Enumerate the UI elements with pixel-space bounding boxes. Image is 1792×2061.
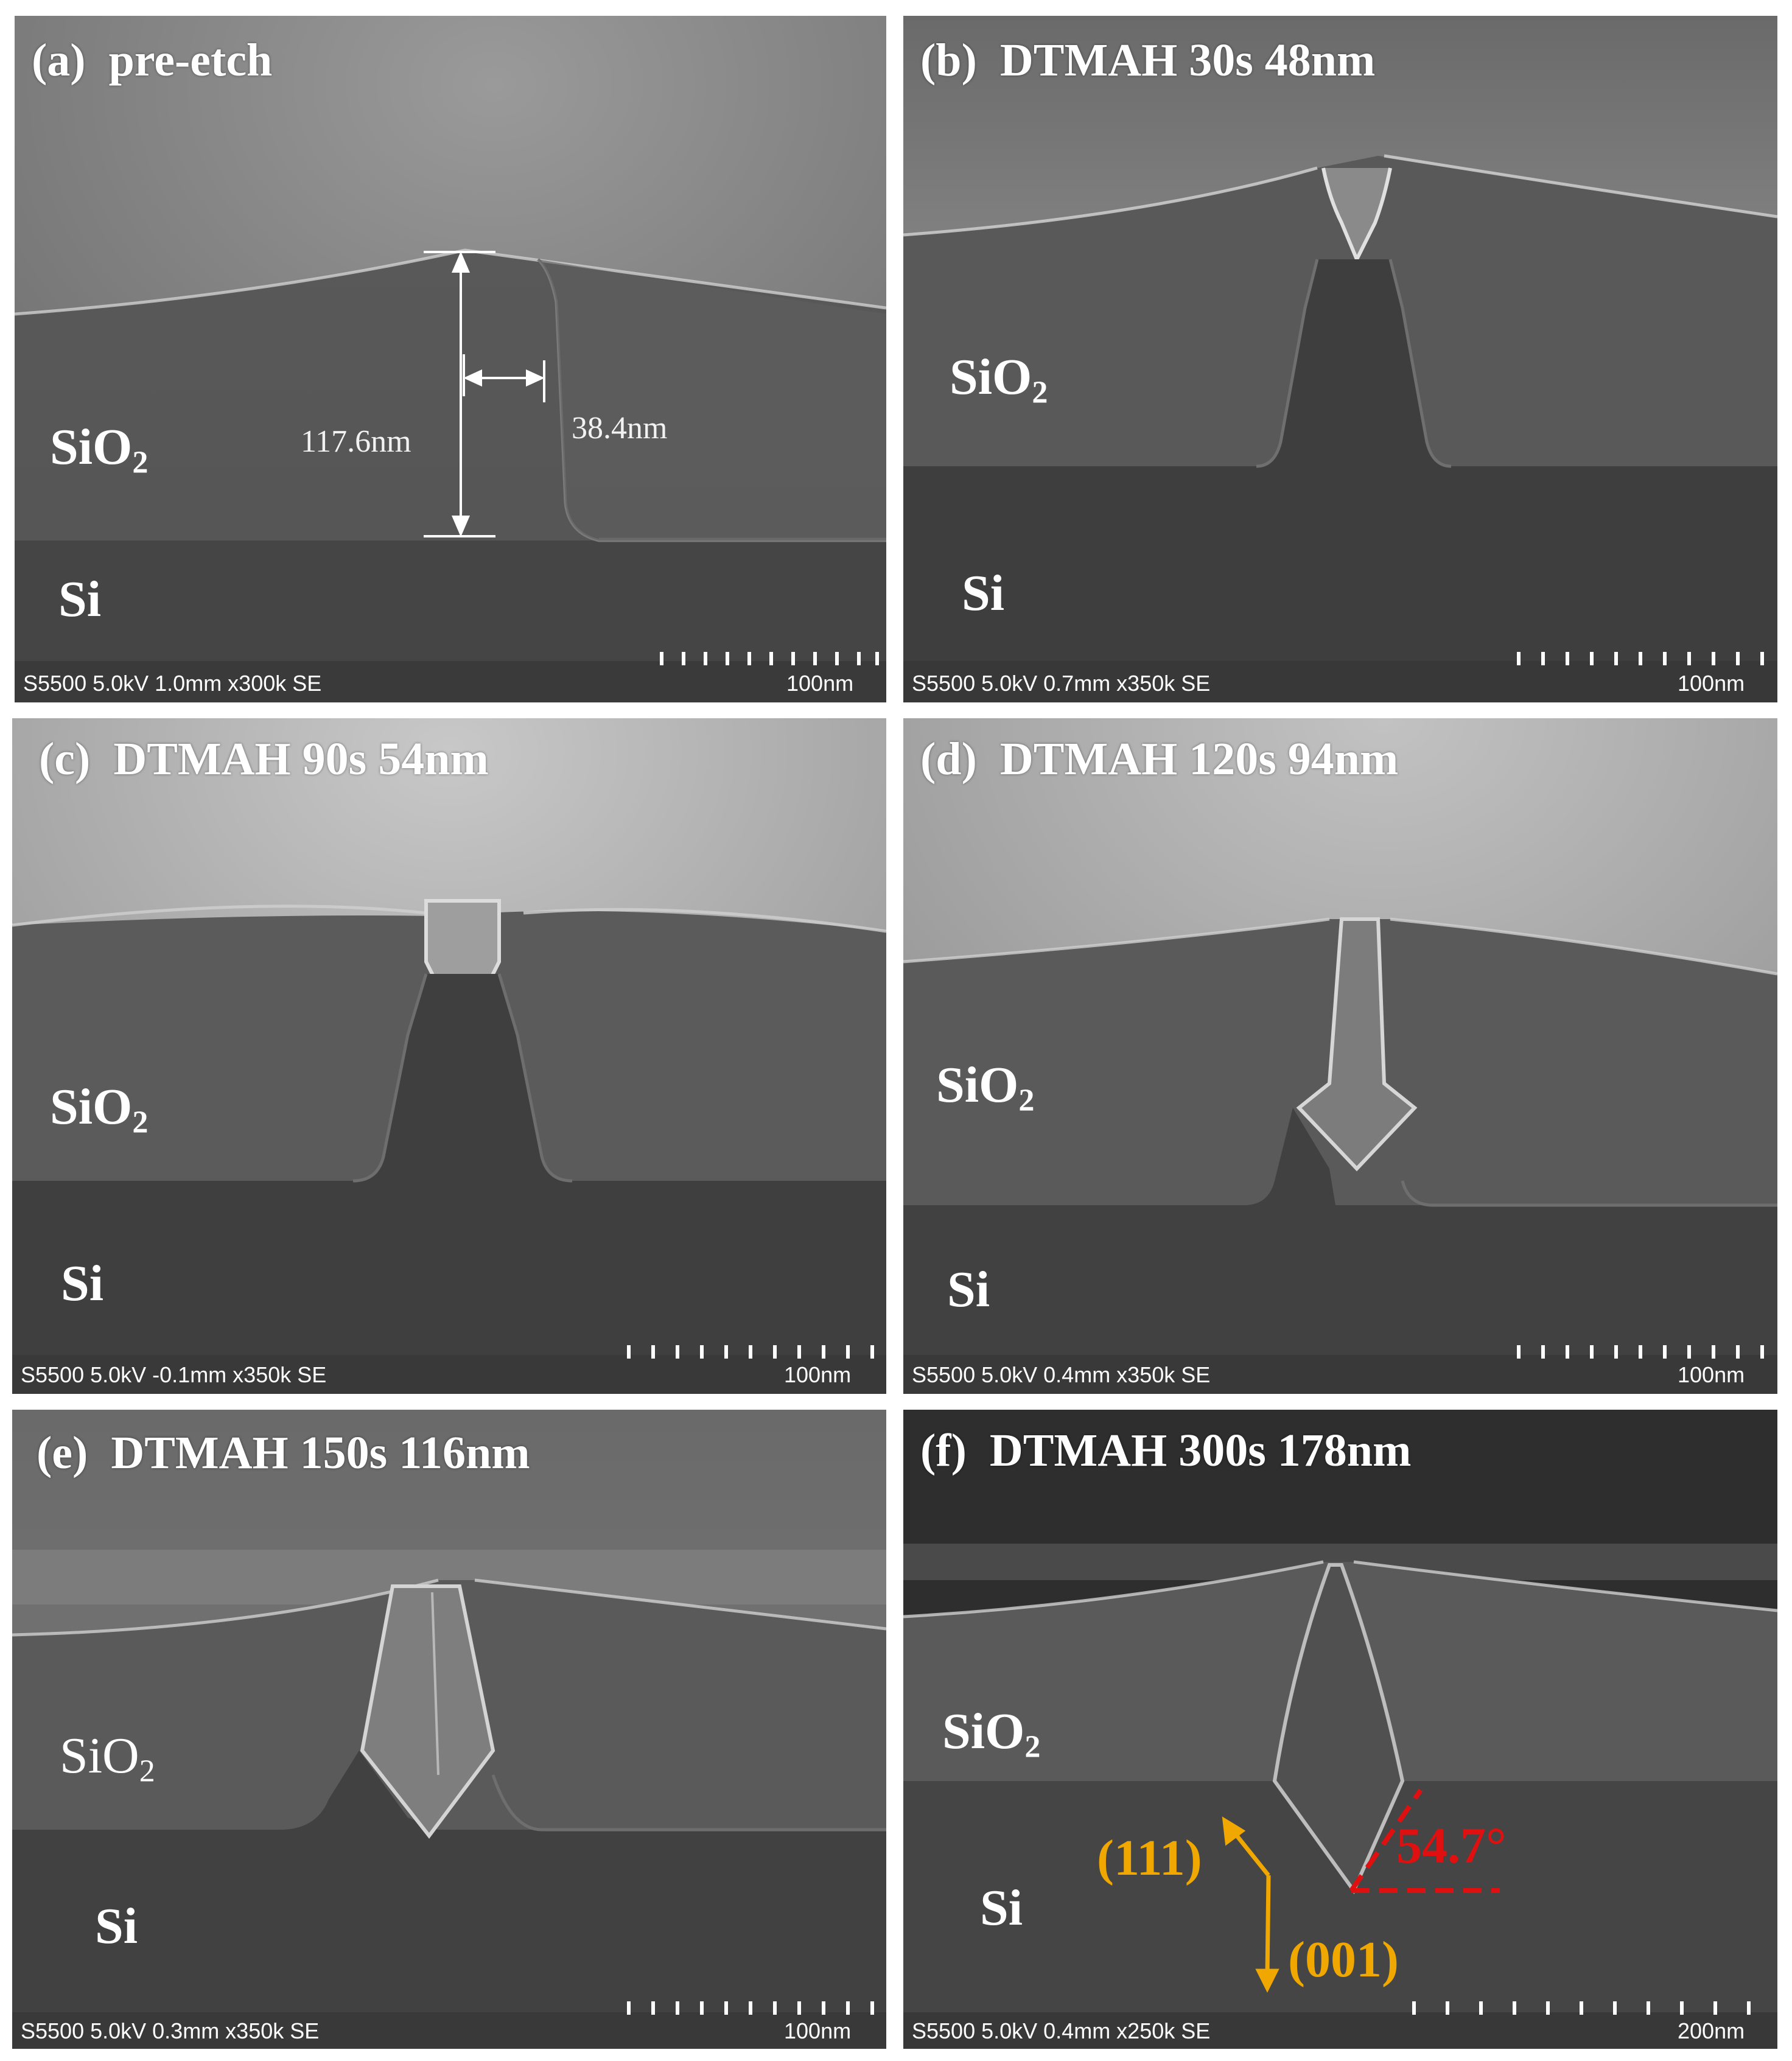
sio2-label-f: SiO2: [942, 1702, 1040, 1765]
scale-bar-a: [660, 652, 879, 665]
sio2-subscript: 2: [1032, 375, 1048, 410]
panel-f: (f) DTMAH 300s 178nm SiO2 Si (111) (001)…: [903, 1410, 1777, 2049]
sio2-subscript: 2: [132, 1105, 149, 1140]
sio2-label-d: SiO2: [936, 1055, 1034, 1119]
crystal-annotation-overlay: [1222, 1788, 1500, 1993]
height-measurement-a: 117.6nm: [301, 424, 411, 459]
sio2-text: SiO: [60, 1727, 139, 1784]
sem-image-d: [903, 718, 1777, 1394]
footer-info-b: S5500 5.0kV 0.7mm x350k SE: [912, 671, 1211, 696]
scale-bar-c: [627, 1345, 877, 1359]
sio2-subscript: 2: [139, 1754, 155, 1789]
sio2-label-a: SiO2: [50, 418, 148, 481]
sio2-label-e: SiO2: [60, 1726, 155, 1790]
sio2-subscript: 2: [1024, 1729, 1041, 1765]
sio2-subscript: 2: [132, 445, 149, 480]
si-label-f: Si: [980, 1880, 1023, 1936]
panel-c-title: (c) DTMAH 90s 54nm: [39, 733, 489, 785]
panel-e: (e) DTMAH 150s 116nm SiO2 Si S5500 5.0kV…: [12, 1410, 886, 2049]
direction-001-label: (001): [1288, 1931, 1399, 1988]
direction-111-label: (111): [1097, 1830, 1202, 1886]
panel-a-title: (a) pre-etch: [32, 35, 273, 86]
si-label-c: Si: [61, 1255, 104, 1312]
panel-d: (d) DTMAH 120s 94nm SiO2 Si S5500 5.0kV …: [903, 718, 1777, 1394]
footer-info-c: S5500 5.0kV -0.1mm x350k SE: [21, 1362, 327, 1387]
angle-label: 54.7°: [1396, 1818, 1507, 1874]
footer-info-f: S5500 5.0kV 0.4mm x250k SE: [912, 2018, 1211, 2043]
scale-bar-f: [1412, 2001, 1753, 2015]
sio2-text: SiO: [936, 1057, 1019, 1113]
scale-bar-b: [1517, 652, 1766, 665]
sio2-text: SiO: [942, 1703, 1025, 1760]
scale-label-d: 100nm: [1678, 1362, 1745, 1387]
footer-info-e: S5500 5.0kV 0.3mm x350k SE: [21, 2018, 320, 2043]
si-label-d: Si: [947, 1261, 990, 1318]
sem-image-e: [12, 1410, 886, 2049]
panel-e-title: (e) DTMAH 150s 116nm: [37, 1427, 530, 1478]
sem-image-c: [12, 718, 886, 1394]
scale-label-e: 100nm: [784, 2018, 852, 2043]
si-label-b: Si: [962, 565, 1005, 621]
scale-label-f: 200nm: [1678, 2018, 1745, 2043]
footer-info-a: S5500 5.0kV 1.0mm x300k SE: [23, 671, 322, 696]
sio2-text: SiO: [50, 1079, 133, 1135]
sio2-text: SiO: [50, 419, 133, 475]
sio2-label-c: SiO2: [50, 1077, 148, 1141]
panel-f-title: (f) DTMAH 300s 178nm: [920, 1425, 1412, 1476]
panel-a: (a) pre-etch SiO2 Si 117.6nm 38.4nm S550…: [15, 16, 886, 702]
sio2-subscript: 2: [1018, 1083, 1035, 1118]
footer-info-d: S5500 5.0kV 0.4mm x350k SE: [912, 1362, 1211, 1387]
scale-bar-e: [627, 2001, 877, 2015]
scale-label-b: 100nm: [1678, 671, 1745, 696]
scale-label-c: 100nm: [784, 1362, 852, 1387]
panel-b-title: (b) DTMAH 30s 48nm: [920, 35, 1376, 86]
scale-bar-d: [1517, 1345, 1766, 1359]
measurement-overlay-a: [424, 251, 545, 537]
sem-image-a: [15, 16, 886, 702]
sio2-label-b: SiO2: [950, 348, 1048, 411]
sem-image-b: [903, 16, 1777, 702]
si-label-e: Si: [95, 1898, 138, 1954]
sem-image-f: [903, 1410, 1777, 2049]
si-label-a: Si: [58, 571, 102, 628]
panel-c: (c) DTMAH 90s 54nm SiO2 Si S5500 5.0kV -…: [12, 718, 886, 1394]
scale-label-a: 100nm: [786, 671, 854, 696]
panel-b: (b) DTMAH 30s 48nm SiO2 Si S5500 5.0kV 0…: [903, 16, 1777, 702]
sio2-text: SiO: [950, 349, 1032, 405]
width-measurement-a: 38.4nm: [572, 411, 668, 446]
panel-d-title: (d) DTMAH 120s 94nm: [920, 733, 1399, 785]
